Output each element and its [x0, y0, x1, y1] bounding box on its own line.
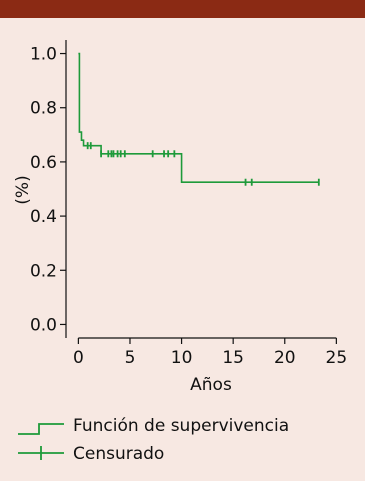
x-tick-label: 5 [125, 348, 136, 368]
y-tick-label: 0.0 [30, 315, 57, 335]
x-tick-label: 10 [171, 348, 193, 368]
y-tick-label: 1.0 [30, 45, 57, 65]
survival-step-line [78, 52, 319, 184]
header-bar [0, 0, 365, 18]
x-tick-label: 0 [73, 348, 84, 368]
y-tick-label: 0.8 [30, 99, 57, 119]
axes: 0.0 0.2 0.4 0.6 0.8 1.0 0 5 10 15 20 25 [30, 40, 347, 368]
legend-survival-swatch [18, 423, 64, 435]
legend-censored-label: Censurado [73, 444, 164, 464]
x-tick-label: 20 [274, 348, 296, 368]
x-tick-label: 15 [222, 348, 244, 368]
legend-survival-label: Función de supervivencia [73, 416, 289, 436]
y-tick-label: 0.6 [30, 153, 57, 173]
y-tick-label: 0.2 [30, 261, 57, 281]
legend: Función de supervivencia Censurado [18, 416, 289, 464]
y-axis-title: (%) [13, 175, 33, 204]
x-axis-title: Años [190, 375, 232, 395]
series-layer [78, 52, 320, 186]
y-tick-label: 0.4 [30, 207, 57, 227]
x-tick-label: 25 [326, 348, 348, 368]
